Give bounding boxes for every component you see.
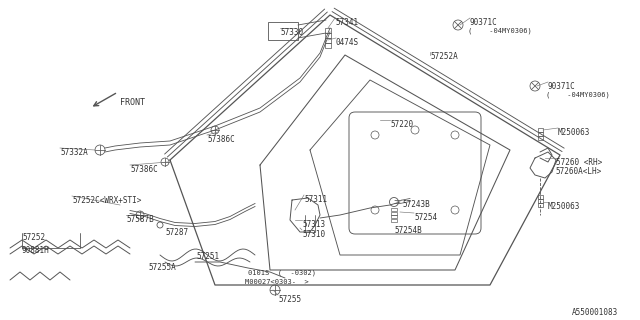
Text: 90881H: 90881H bbox=[22, 246, 50, 255]
Text: 57330: 57330 bbox=[280, 28, 303, 37]
Bar bbox=[325, 33, 331, 37]
Text: (    -04MY0306): ( -04MY0306) bbox=[546, 91, 610, 98]
Text: 57254B: 57254B bbox=[394, 226, 422, 235]
Bar bbox=[391, 208, 397, 211]
Text: M250063: M250063 bbox=[558, 128, 590, 137]
Text: 57252: 57252 bbox=[22, 233, 45, 242]
Text: 57260A<LH>: 57260A<LH> bbox=[555, 167, 601, 176]
Bar bbox=[325, 43, 331, 47]
Text: 57252A: 57252A bbox=[430, 52, 458, 61]
Text: FRONT: FRONT bbox=[120, 98, 145, 107]
Text: 57313: 57313 bbox=[302, 220, 325, 229]
Text: 57220: 57220 bbox=[390, 120, 413, 129]
Text: 57251: 57251 bbox=[196, 252, 219, 261]
Text: 57255A: 57255A bbox=[148, 263, 176, 272]
Text: 57255: 57255 bbox=[278, 295, 301, 304]
Bar bbox=[268, 22, 298, 40]
Text: 57254: 57254 bbox=[414, 213, 437, 222]
Text: 57386C: 57386C bbox=[207, 135, 235, 144]
Text: A550001083: A550001083 bbox=[572, 308, 618, 317]
Bar bbox=[538, 195, 543, 198]
Bar bbox=[391, 215, 397, 218]
Text: 57260 <RH>: 57260 <RH> bbox=[556, 158, 602, 167]
Bar bbox=[538, 199, 543, 203]
Text: 57341: 57341 bbox=[335, 18, 358, 27]
Text: 57287: 57287 bbox=[165, 228, 188, 237]
Text: 90371C: 90371C bbox=[548, 82, 576, 91]
Text: M250063: M250063 bbox=[548, 202, 580, 211]
Bar bbox=[538, 136, 543, 140]
Bar bbox=[538, 132, 543, 135]
Bar bbox=[325, 28, 331, 33]
Bar bbox=[391, 219, 397, 222]
Text: 57252C<WRX+STI>: 57252C<WRX+STI> bbox=[72, 196, 141, 205]
Text: 57310: 57310 bbox=[302, 230, 325, 239]
Text: 57243B: 57243B bbox=[402, 200, 429, 209]
Text: 0474S: 0474S bbox=[336, 38, 359, 47]
Text: 57587B: 57587B bbox=[126, 215, 154, 224]
Text: 0101S  (  -0302): 0101S ( -0302) bbox=[248, 270, 316, 276]
Bar bbox=[391, 212, 397, 215]
Bar bbox=[538, 128, 543, 132]
Text: 90371C: 90371C bbox=[470, 18, 498, 27]
Text: 57332A: 57332A bbox=[60, 148, 88, 157]
Bar bbox=[325, 38, 331, 43]
Text: M00027<0303-  >: M00027<0303- > bbox=[245, 279, 308, 285]
Bar bbox=[538, 203, 543, 206]
Text: 57311: 57311 bbox=[304, 195, 327, 204]
Text: 57386C: 57386C bbox=[130, 165, 157, 174]
Text: (    -04MY0306): ( -04MY0306) bbox=[468, 27, 532, 34]
